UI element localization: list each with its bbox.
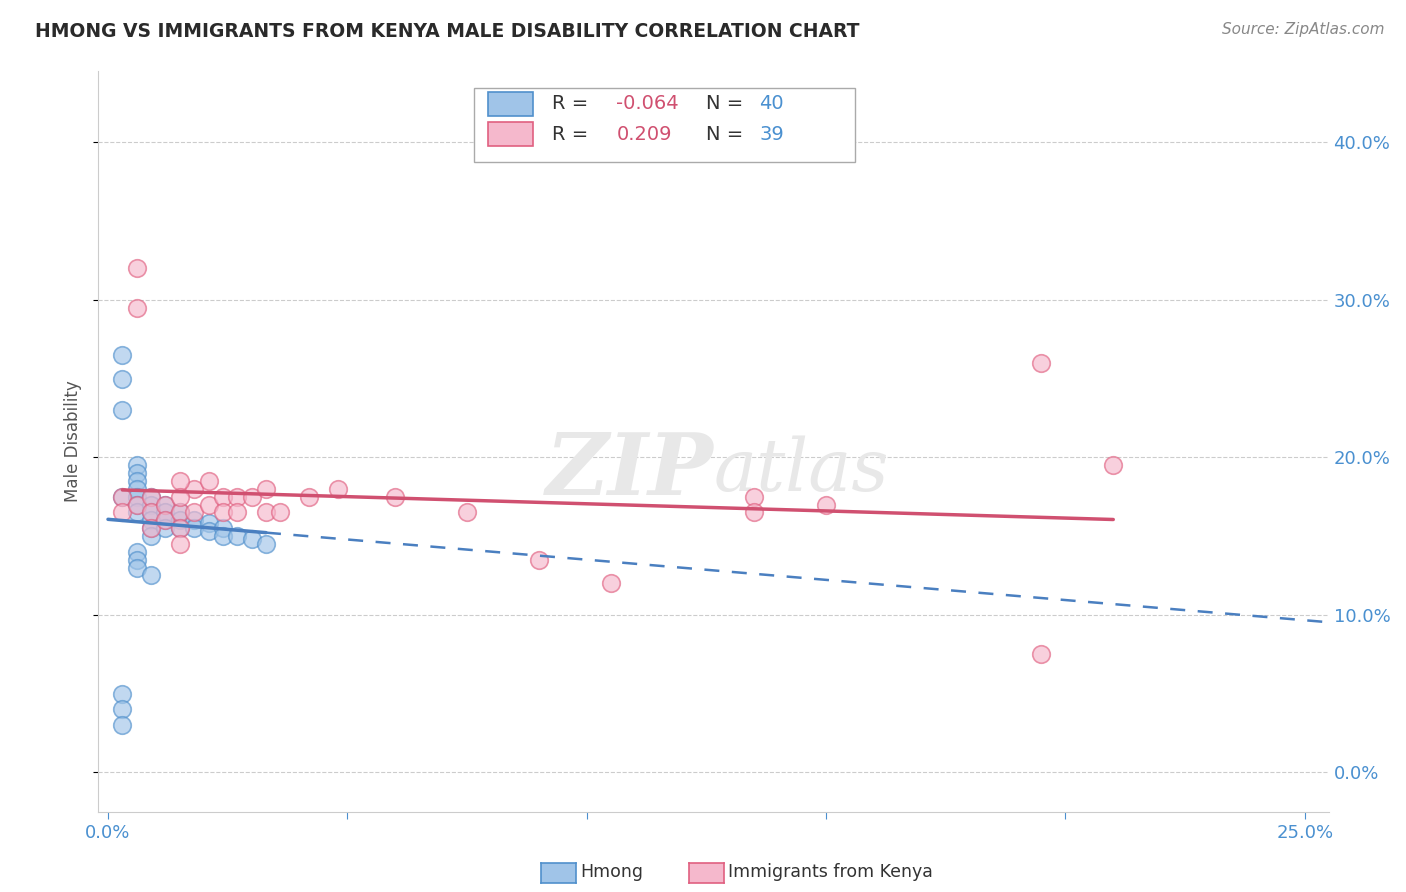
Point [155,498,177,512]
Point [111,371,134,385]
Point [197,474,219,488]
Text: Immigrants from Kenya: Immigrants from Kenya [728,863,934,881]
Point [139,505,162,519]
Point [111,718,134,732]
Point [183,513,205,527]
Text: 39: 39 [759,125,783,144]
Point [169,505,191,519]
Point [226,505,249,519]
Point [169,521,191,535]
Y-axis label: Male Disability: Male Disability [65,381,83,502]
Point [111,403,134,417]
Point [169,521,191,535]
Point [155,505,177,519]
Point [125,498,148,512]
Point [1031,647,1053,661]
Point [125,545,148,559]
Point [139,498,162,512]
Point [815,498,838,512]
Text: Source: ZipAtlas.com: Source: ZipAtlas.com [1222,22,1385,37]
Text: N =: N = [706,125,744,144]
Point [226,529,249,543]
Point [197,516,219,531]
Point [212,521,235,535]
Text: R =: R = [553,95,589,113]
Point [1031,356,1053,370]
Point [125,482,148,496]
Point [139,505,162,519]
Point [183,505,205,519]
Text: -0.064: -0.064 [616,95,679,113]
Point [169,474,191,488]
Point [155,513,177,527]
Point [125,560,148,574]
Point [183,482,205,496]
Point [111,687,134,701]
Point [111,490,134,504]
Point [212,490,235,504]
Point [125,458,148,472]
Point [169,537,191,551]
Point [742,505,765,519]
Point [599,576,621,591]
Point [155,498,177,512]
Text: N =: N = [706,95,744,113]
Point [240,532,263,546]
Point [169,513,191,527]
Text: 0.209: 0.209 [616,125,672,144]
Text: Hmong: Hmong [581,863,644,881]
Point [197,498,219,512]
Point [212,505,235,519]
Point [111,505,134,519]
Point [125,301,148,315]
Point [125,261,148,276]
Point [139,521,162,535]
Point [139,513,162,527]
Point [139,568,162,582]
Point [139,521,162,535]
Point [254,505,277,519]
Point [212,529,235,543]
Point [125,466,148,480]
Point [139,490,162,504]
FancyBboxPatch shape [488,122,533,146]
Bar [474,87,855,161]
Text: R =: R = [553,125,589,144]
Text: atlas: atlas [714,436,889,507]
Point [197,524,219,539]
Point [742,490,765,504]
Point [169,505,191,519]
Point [111,490,134,504]
Point [326,482,349,496]
Point [527,552,550,566]
Point [240,490,263,504]
Point [254,482,277,496]
Point [226,490,249,504]
Point [155,521,177,535]
Point [269,505,291,519]
FancyBboxPatch shape [488,92,533,116]
Text: ZIP: ZIP [546,429,714,513]
Point [139,529,162,543]
Point [125,490,148,504]
Point [384,490,406,504]
Point [111,348,134,362]
Text: HMONG VS IMMIGRANTS FROM KENYA MALE DISABILITY CORRELATION CHART: HMONG VS IMMIGRANTS FROM KENYA MALE DISA… [35,22,859,41]
Point [254,537,277,551]
Point [139,490,162,504]
Point [125,552,148,566]
Point [125,505,148,519]
Point [155,513,177,527]
Point [125,498,148,512]
Point [298,490,321,504]
Text: 40: 40 [759,95,783,113]
Point [183,521,205,535]
Point [111,702,134,716]
Point [169,490,191,504]
Point [456,505,478,519]
Point [125,474,148,488]
Point [1102,458,1125,472]
